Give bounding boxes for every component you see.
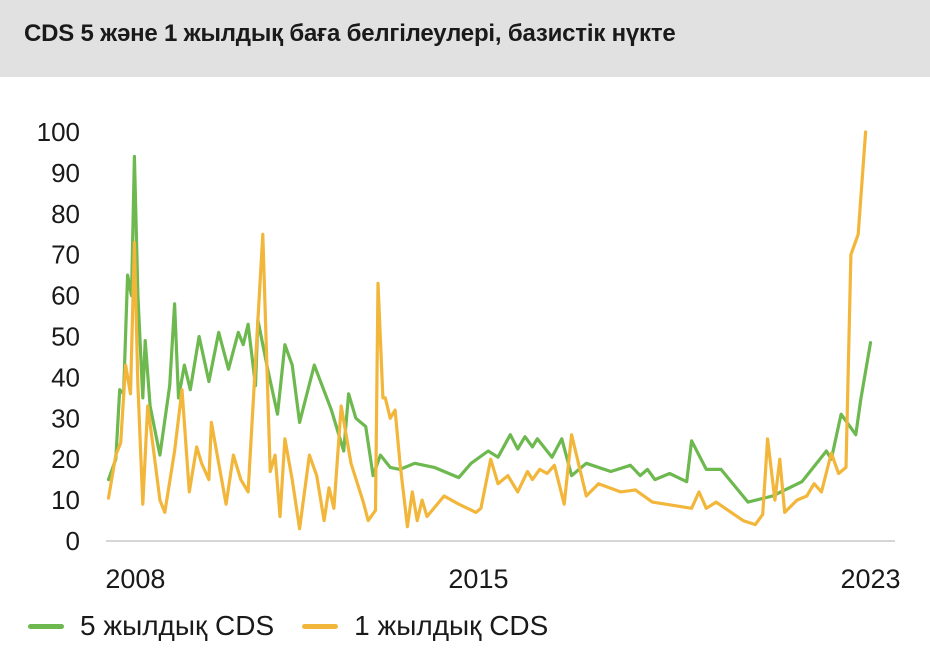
chart-title: CDS 5 және 1 жылдық баға белгілеулері, б…	[24, 20, 676, 47]
legend-label-1y: 1 жылдық CDS	[354, 610, 549, 641]
y-axis-ticks: 0 10 20 30 40 50 60 70 80 90 100	[37, 117, 80, 556]
series-line-5y-cds	[106, 154, 873, 504]
y-tick-label: 0	[66, 526, 80, 556]
line-chart: 0 10 20 30 40 50 60 70 80 90 100 2008 2015 2023	[37, 117, 901, 594]
legend-label-5y: 5 жылдық CDS	[80, 610, 275, 641]
x-tick-label: 2008	[105, 564, 165, 594]
x-axis-ticks: 2008 2015 2023	[105, 564, 900, 594]
legend-swatch-1y	[302, 623, 339, 629]
y-tick-label: 90	[51, 158, 80, 188]
series-layer	[106, 130, 873, 531]
y-tick-label: 20	[51, 444, 80, 474]
legend-item-5y: 5 жылдық CDS	[28, 610, 274, 642]
x-tick-label: 2015	[448, 564, 508, 594]
y-tick-label: 50	[51, 322, 80, 352]
legend-item-1y: 1 жылдық CDS	[302, 610, 548, 642]
legend: 5 жылдық CDS 1 жылдық CDS	[28, 610, 576, 642]
x-tick-label: 2023	[840, 564, 900, 594]
y-tick-label: 30	[51, 403, 80, 433]
y-tick-label: 70	[51, 240, 80, 270]
chart-header: CDS 5 және 1 жылдық баға белгілеулері, б…	[0, 0, 930, 77]
y-tick-label: 40	[51, 362, 80, 392]
y-tick-label: 60	[51, 281, 80, 311]
y-tick-label: 100	[37, 117, 80, 147]
y-tick-label: 80	[51, 199, 80, 229]
series-line-1y-cds	[106, 130, 868, 531]
legend-swatch-5y	[28, 623, 64, 629]
y-tick-label: 10	[51, 485, 80, 515]
